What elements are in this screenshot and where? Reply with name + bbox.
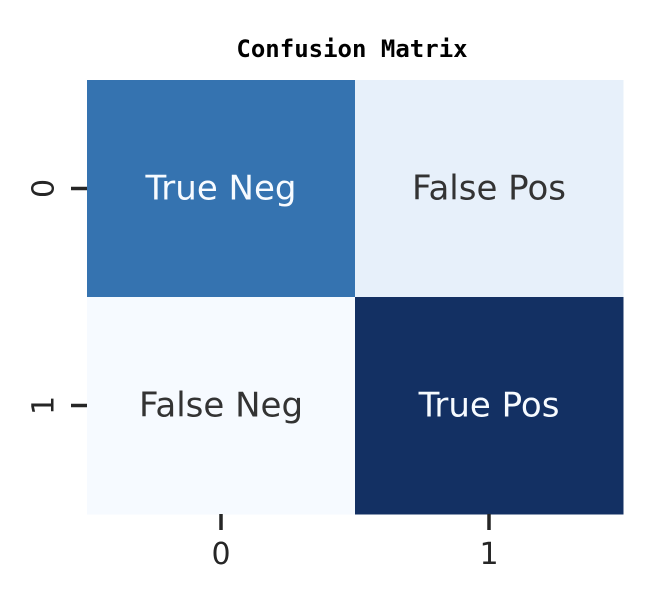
heatmap-cell-1-0 xyxy=(87,297,356,515)
cell-label-1-1: True Pos xyxy=(418,386,560,426)
heatmap-cell-1-1 xyxy=(355,297,624,515)
x-tick-label-0: 0 xyxy=(211,537,230,572)
y-tick-label-0: 0 xyxy=(27,179,62,198)
cell-label-0-1: False Pos xyxy=(412,169,566,209)
x-tick-label-1: 1 xyxy=(479,537,498,572)
cell-annotations: True Neg False Pos False Neg True Pos xyxy=(139,169,566,426)
y-tick-label-1: 1 xyxy=(27,396,62,415)
cell-label-0-0: True Neg xyxy=(145,169,297,209)
heatmap-grid xyxy=(87,80,624,515)
chart-title: Confusion Matrix xyxy=(236,35,467,63)
heatmap-cell-0-0 xyxy=(87,80,356,298)
heatmap-cell-0-1 xyxy=(355,80,624,298)
y-axis: 01 xyxy=(27,179,87,415)
cell-label-1-0: False Neg xyxy=(139,386,303,426)
